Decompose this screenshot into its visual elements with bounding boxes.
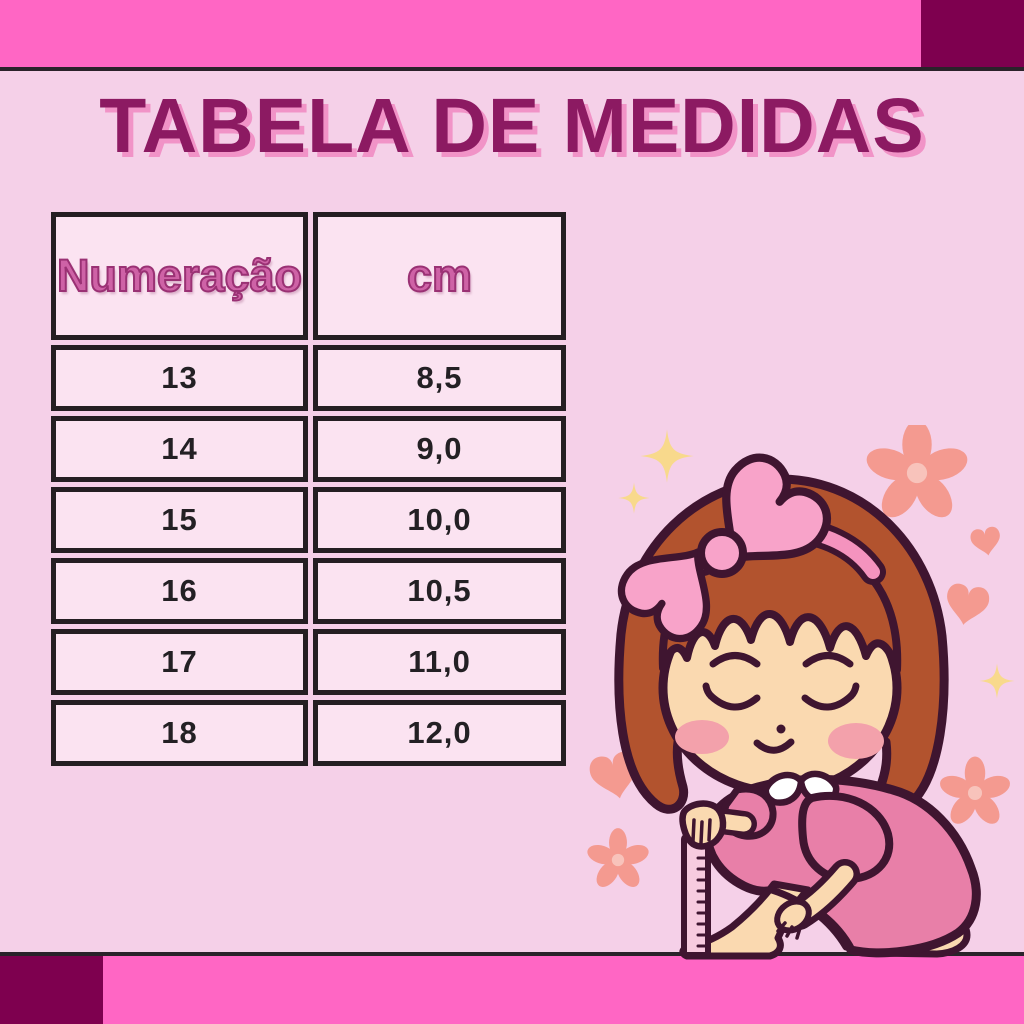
ruler-ticks xyxy=(696,856,708,948)
bottom-band xyxy=(0,956,1024,1024)
bow-knot xyxy=(697,528,747,578)
flower-icon xyxy=(937,756,1013,829)
girl-illustration xyxy=(612,446,981,960)
size-cell: 14 xyxy=(51,416,308,482)
size-cell: 17 xyxy=(51,629,308,695)
cm-cell: 9,0 xyxy=(313,416,566,482)
eyelash xyxy=(702,682,715,700)
table-row: 13 8,5 xyxy=(51,345,566,411)
table-row: 15 10,0 xyxy=(51,487,566,553)
cm-cell: 10,0 xyxy=(313,487,566,553)
cm-cell: 12,0 xyxy=(313,700,566,766)
table-row: 14 9,0 xyxy=(51,416,566,482)
eyelash xyxy=(847,682,860,700)
face-features xyxy=(702,652,860,754)
size-table: Numeração cm 13 8,5 14 9,0 15 10,0 16 10… xyxy=(46,207,571,771)
table-row: 16 10,5 xyxy=(51,558,566,624)
girl-measuring-illustration xyxy=(584,425,1015,960)
column-header-numeracao: Numeração xyxy=(51,212,308,340)
smile xyxy=(753,738,795,754)
cm-cell: 10,5 xyxy=(313,558,566,624)
blush xyxy=(675,720,729,754)
table-header-row: Numeração cm xyxy=(51,212,566,340)
hand-on-ruler xyxy=(679,800,727,850)
closed-eye xyxy=(801,692,855,711)
cm-cell: 8,5 xyxy=(313,345,566,411)
measuring-ruler-icon xyxy=(681,834,711,958)
hand-on-ankle xyxy=(774,898,812,940)
closed-eye xyxy=(707,692,761,711)
column-header-cm: cm xyxy=(313,212,566,340)
bottom-divider-line xyxy=(0,952,1024,956)
sparkle-icon xyxy=(979,663,1015,699)
top-divider-line xyxy=(0,67,1024,71)
size-cell: 18 xyxy=(51,700,308,766)
sparkle-icon xyxy=(618,482,650,514)
eyebrow xyxy=(709,652,761,668)
blush xyxy=(828,723,884,759)
table-row: 18 12,0 xyxy=(51,700,566,766)
heart-icon xyxy=(942,581,992,629)
flower-icon xyxy=(584,828,652,892)
table-row: 17 11,0 xyxy=(51,629,566,695)
sparkle-icon xyxy=(640,429,694,483)
size-cell: 13 xyxy=(51,345,308,411)
heart-icon xyxy=(969,525,1004,559)
page-title: TABELA DE MEDIDAS xyxy=(99,83,925,169)
cm-cell: 11,0 xyxy=(313,629,566,695)
bottom-left-corner-block xyxy=(0,956,103,1024)
nose xyxy=(776,724,786,734)
size-cell: 15 xyxy=(51,487,308,553)
top-band xyxy=(0,0,1024,67)
eyebrow xyxy=(802,652,854,668)
top-right-corner-block xyxy=(921,0,1024,67)
size-cell: 16 xyxy=(51,558,308,624)
